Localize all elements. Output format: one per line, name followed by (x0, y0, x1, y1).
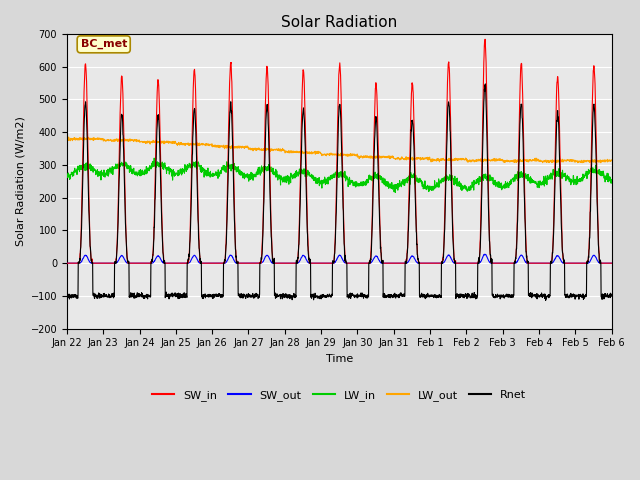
X-axis label: Time: Time (326, 354, 353, 364)
Y-axis label: Solar Radiation (W/m2): Solar Radiation (W/m2) (15, 116, 25, 246)
Text: BC_met: BC_met (81, 39, 127, 49)
Title: Solar Radiation: Solar Radiation (281, 15, 397, 30)
Legend: SW_in, SW_out, LW_in, LW_out, Rnet: SW_in, SW_out, LW_in, LW_out, Rnet (148, 386, 531, 406)
